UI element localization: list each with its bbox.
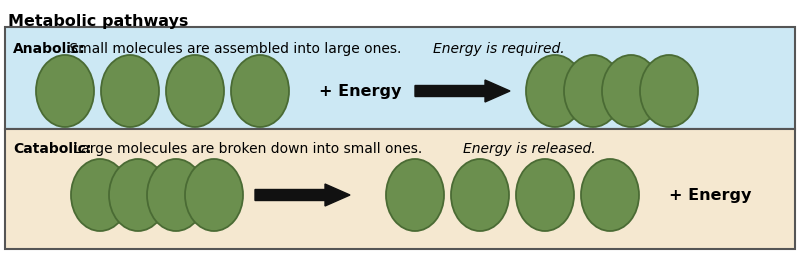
Text: Metabolic pathways: Metabolic pathways [8, 14, 188, 29]
Text: Large molecules are broken down into small ones.: Large molecules are broken down into sma… [69, 141, 426, 155]
Ellipse shape [36, 56, 94, 128]
Text: Small molecules are assembled into large ones.: Small molecules are assembled into large… [65, 42, 406, 56]
Ellipse shape [564, 56, 622, 128]
Ellipse shape [109, 159, 167, 231]
Text: + Energy: + Energy [669, 188, 751, 203]
Ellipse shape [640, 56, 698, 128]
Text: Energy is required.: Energy is required. [433, 42, 565, 56]
Ellipse shape [516, 159, 574, 231]
Text: + Energy: + Energy [319, 84, 401, 99]
Ellipse shape [71, 159, 129, 231]
Polygon shape [415, 81, 510, 103]
Ellipse shape [166, 56, 224, 128]
Ellipse shape [185, 159, 243, 231]
Text: Energy is released.: Energy is released. [463, 141, 596, 155]
Ellipse shape [581, 159, 639, 231]
Text: Anabolic:: Anabolic: [13, 42, 86, 56]
Ellipse shape [602, 56, 660, 128]
Ellipse shape [526, 56, 584, 128]
FancyBboxPatch shape [5, 130, 795, 249]
FancyBboxPatch shape [5, 28, 795, 130]
Ellipse shape [231, 56, 289, 128]
Ellipse shape [451, 159, 509, 231]
Ellipse shape [386, 159, 444, 231]
Text: Catabolic:: Catabolic: [13, 141, 91, 155]
Polygon shape [255, 184, 350, 206]
Ellipse shape [101, 56, 159, 128]
Ellipse shape [147, 159, 205, 231]
